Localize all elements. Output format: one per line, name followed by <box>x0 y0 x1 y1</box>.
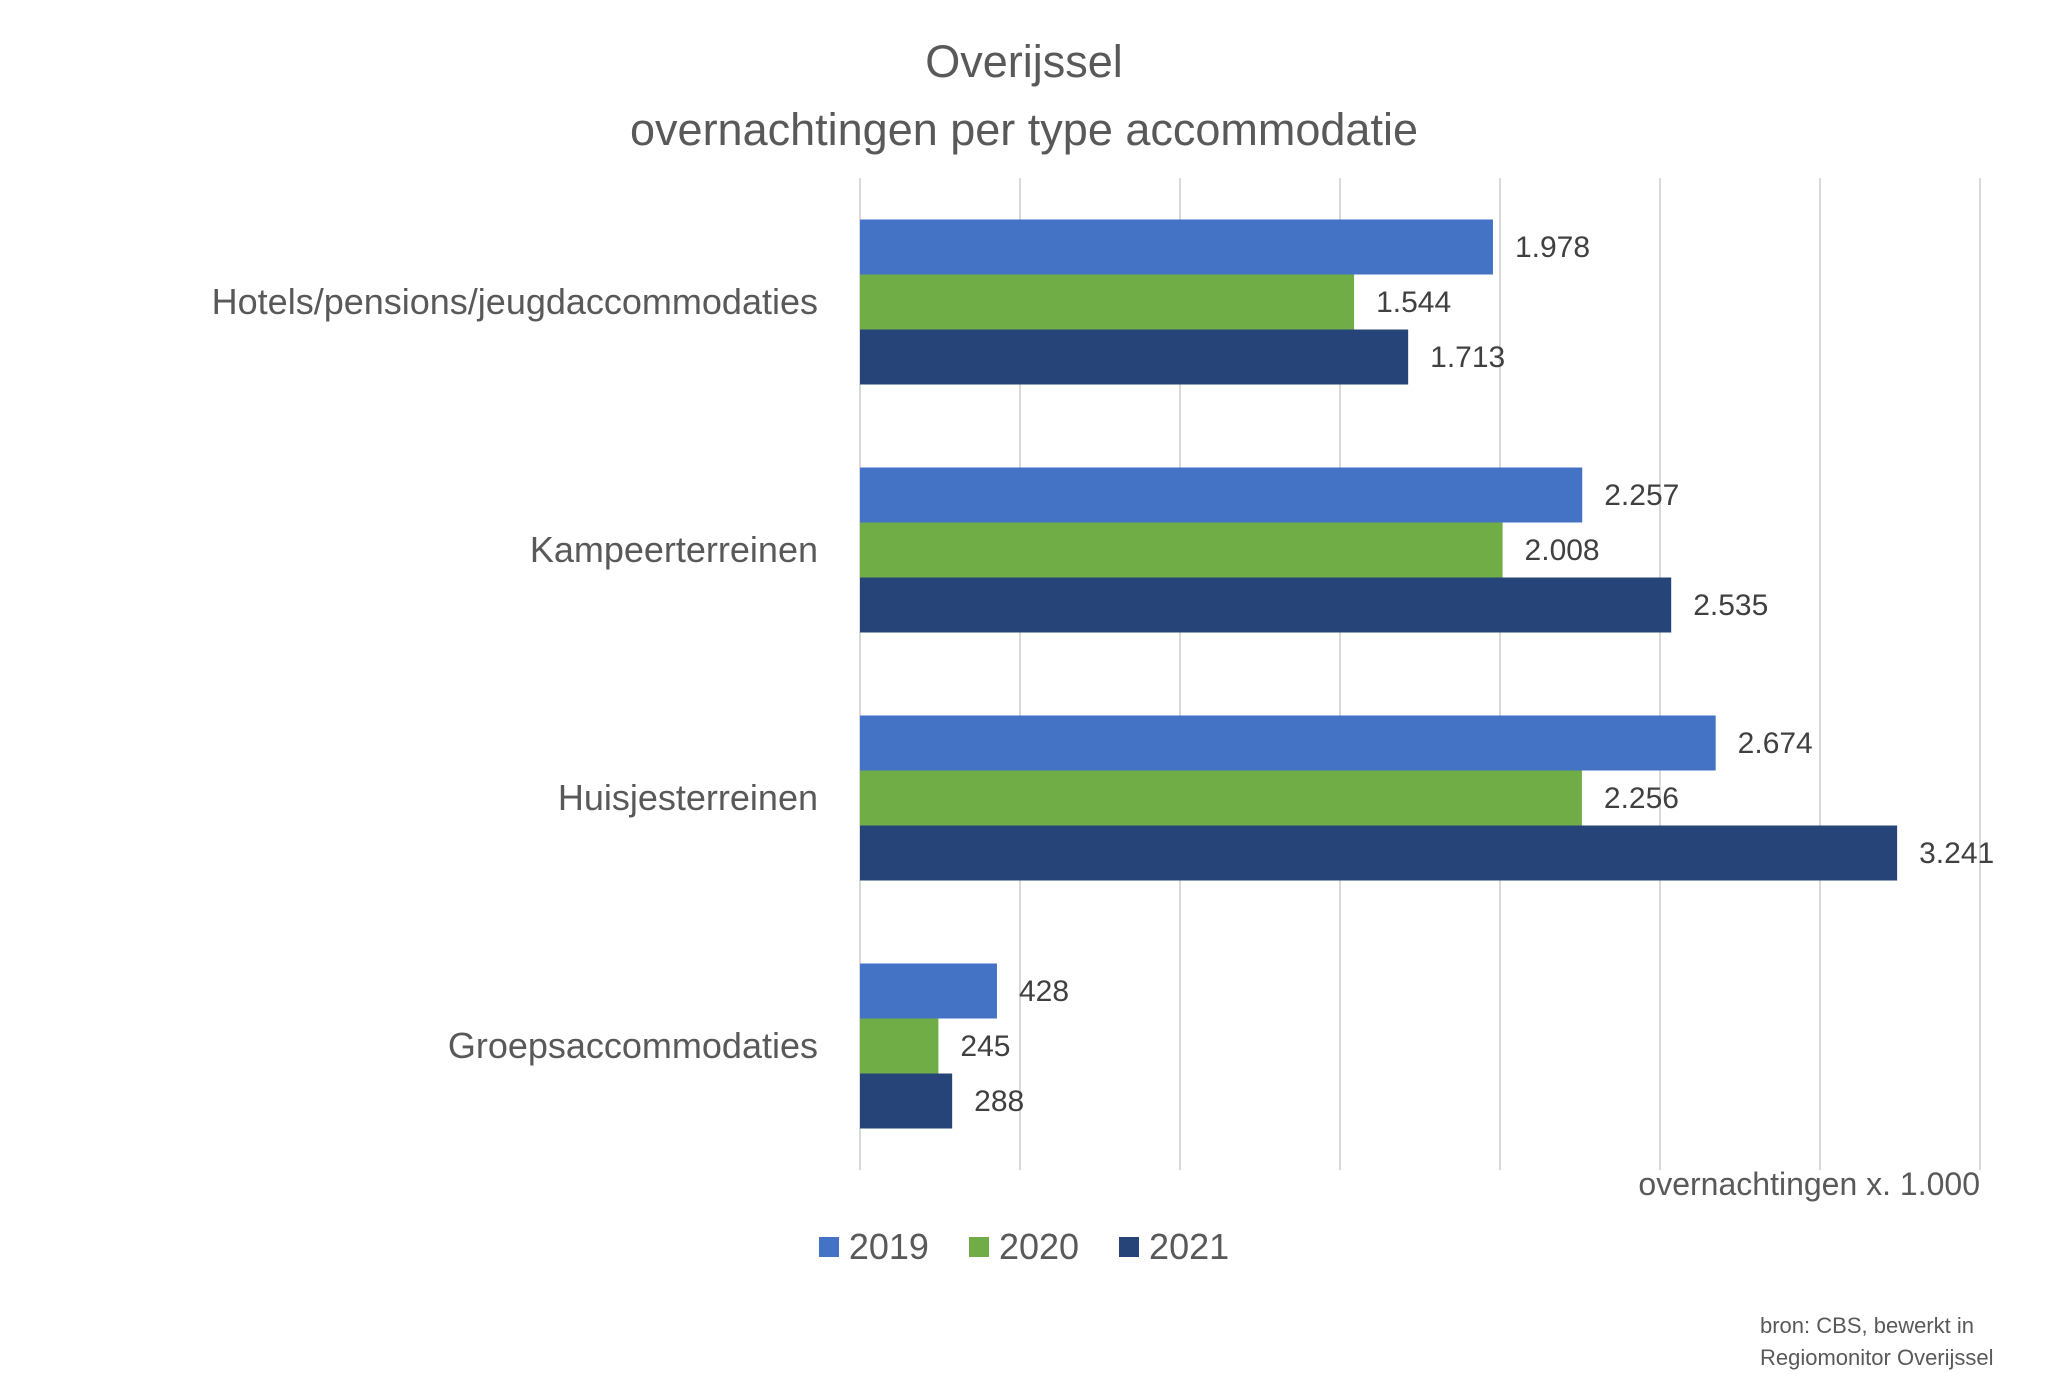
labels: Hotels/pensions/jeugdaccommodaties 1.978 1… <box>212 231 1995 1118</box>
legend-item-2021: 2021 <box>1119 1226 1229 1268</box>
legend: 2019 2020 2021 <box>0 1226 2048 1268</box>
source-line-1: bron: CBS, bewerkt in <box>1760 1313 1974 1338</box>
chart-subtitle: overnachtingen per type accommodatie <box>630 104 1418 155</box>
data-label: 2.674 <box>1738 727 1813 760</box>
legend-label-2021: 2021 <box>1149 1226 1230 1267</box>
bars <box>860 219 1898 1129</box>
data-label: 2.008 <box>1525 534 1600 567</box>
category-label: Groepsaccommodaties <box>448 1025 818 1066</box>
legend-label-2020: 2020 <box>998 1226 1080 1267</box>
bar-2020 <box>860 1018 939 1074</box>
bar-2019 <box>860 467 1583 523</box>
bar-2020 <box>860 522 1503 578</box>
legend-item-2020: 2020 <box>968 1226 1080 1268</box>
source-line-2: Regiomonitor Overijssel <box>1760 1345 1994 1370</box>
data-label: 245 <box>960 1030 1010 1063</box>
legend-label-2019: 2019 <box>848 1226 929 1267</box>
x-axis-label: overnachtingen x. 1.000 <box>1638 1166 1980 1202</box>
category-label: Kampeerterreinen <box>530 529 818 570</box>
source-note: bron: CBS, bewerkt in Regiomonitor Overi… <box>1760 1310 1994 1374</box>
bar-2021 <box>860 825 1898 881</box>
category-label: Huisjesterreinen <box>558 777 818 818</box>
data-label: 1.544 <box>1376 286 1451 319</box>
data-label: 2.535 <box>1693 589 1768 622</box>
data-label: 2.256 <box>1604 782 1679 815</box>
data-label: 1.978 <box>1515 231 1590 264</box>
data-label: 3.241 <box>1919 837 1994 870</box>
category-label: Hotels/pensions/jeugdaccommodaties <box>212 281 818 322</box>
bar-2019 <box>860 219 1493 275</box>
bar-2020 <box>860 770 1582 826</box>
bar-2021 <box>860 329 1409 385</box>
legend-swatch-2019 <box>818 1237 839 1257</box>
data-label: 288 <box>974 1085 1024 1118</box>
data-label: 2.257 <box>1604 479 1679 512</box>
legend-swatch-2020 <box>968 1237 989 1257</box>
data-label: 1.713 <box>1430 341 1505 374</box>
bar-2020 <box>860 274 1355 330</box>
data-label: 428 <box>1019 975 1069 1008</box>
legend-swatch-2021 <box>1119 1237 1140 1257</box>
bar-2019 <box>860 963 997 1019</box>
bar-2021 <box>860 577 1672 633</box>
legend-item-2019: 2019 <box>818 1226 929 1268</box>
bar-2019 <box>860 715 1716 771</box>
bar-2021 <box>860 1073 953 1129</box>
gridlines <box>859 178 1981 1170</box>
chart-title: Overijssel <box>925 36 1123 87</box>
